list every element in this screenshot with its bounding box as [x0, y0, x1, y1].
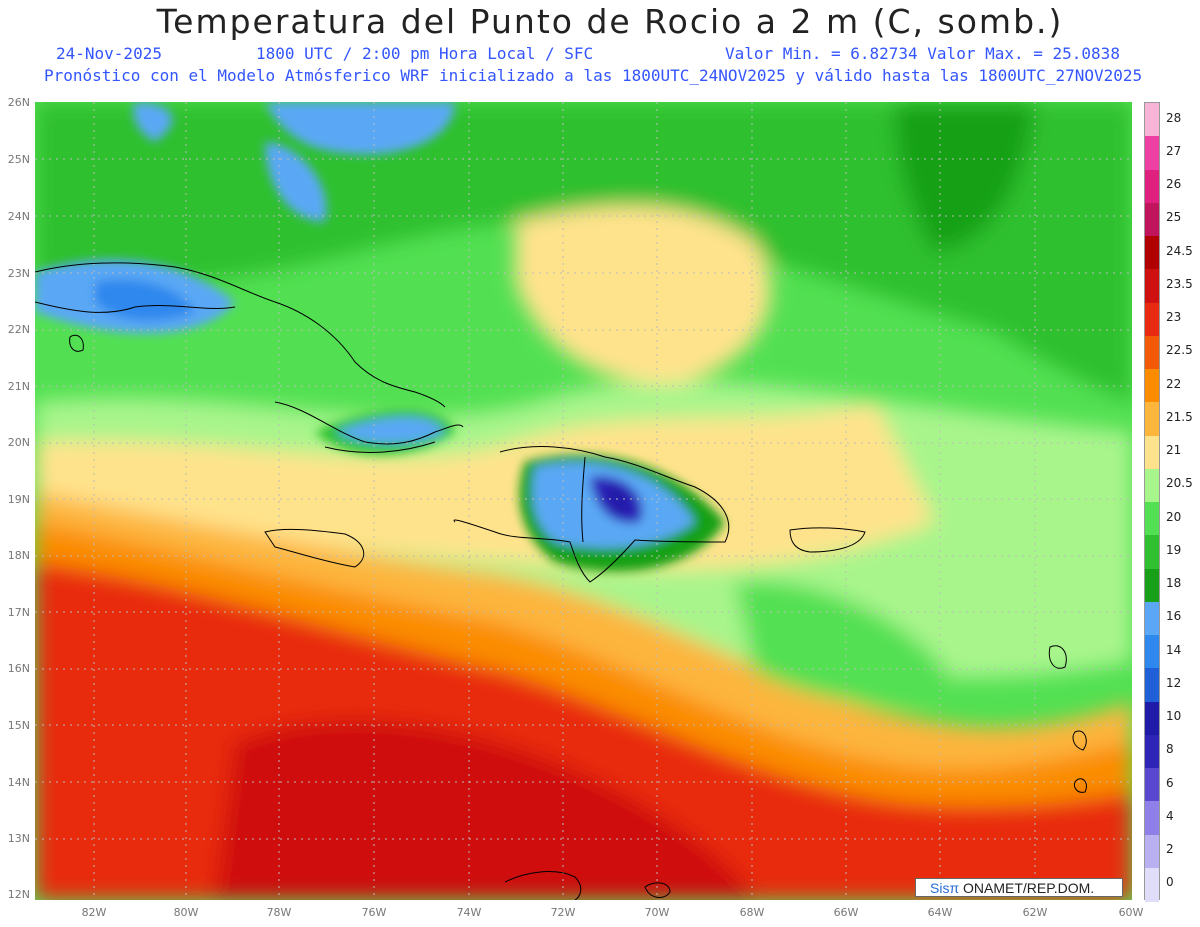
credit-box: Sisπ ONAMET/REP.DOM.: [915, 878, 1123, 897]
colorbar-segment: [1145, 867, 1159, 902]
colorbar-segment: [1145, 169, 1159, 204]
lat-label: 24N: [7, 210, 30, 223]
lon-label: 60W: [1118, 906, 1144, 919]
colorbar-label: 27: [1166, 143, 1182, 158]
lat-label: 21N: [7, 380, 30, 393]
colorbar-label: 25: [1166, 210, 1182, 225]
colorbar-label: 12: [1166, 675, 1182, 690]
min-max-values: Valor Min. = 6.82734 Valor Max. = 25.083…: [725, 44, 1120, 63]
colorbar-segment: [1145, 435, 1159, 470]
colorbar-label: 10: [1166, 709, 1182, 724]
colorbar-label: 21.5: [1166, 409, 1193, 424]
valid-date: 24-Nov-2025: [56, 44, 162, 63]
colorbar-label: 20.5: [1166, 476, 1193, 491]
coastlines: [34, 262, 1087, 901]
colorbar-segment: [1145, 402, 1159, 436]
colorbar-segment: [1145, 535, 1159, 569]
colorbar-label: 19: [1166, 542, 1182, 557]
lat-label: 13N: [7, 832, 30, 845]
colorbar-segment: [1145, 302, 1159, 337]
colorbar-label: 26: [1166, 177, 1182, 192]
lat-label: 26N: [7, 96, 30, 109]
lon-label: 76W: [361, 906, 387, 919]
lat-label: 20N: [7, 436, 30, 449]
colorbar-segment: [1145, 768, 1159, 802]
lon-label: 78W: [266, 906, 292, 919]
dewpoint-map: [34, 102, 1132, 901]
colorbar-segment: [1145, 568, 1159, 603]
lon-label: 62W: [1022, 906, 1048, 919]
forecast-info: Pronóstico con el Modelo Atmósferico WRF…: [44, 66, 1143, 85]
colorbar-segment: [1145, 668, 1159, 702]
lon-label: 82W: [81, 906, 107, 919]
lat-label: 17N: [7, 606, 30, 619]
colorbar-label: 21: [1166, 443, 1182, 458]
colorbar-label: 8: [1166, 742, 1174, 757]
colorbar-segment: [1145, 801, 1159, 835]
colorbar-label: 28: [1166, 110, 1182, 125]
colorbar-segment: [1145, 635, 1159, 669]
lat-label: 25N: [7, 153, 30, 166]
lon-label: 68W: [739, 906, 765, 919]
colorbar-label: 4: [1166, 808, 1174, 823]
lon-label: 80W: [173, 906, 199, 919]
colorbar-segment: [1145, 236, 1159, 270]
colorbar-segment: [1145, 834, 1159, 869]
colorbar-label: 16: [1166, 609, 1182, 624]
map-canvas: [34, 102, 1132, 901]
colorbar-label: 22.5: [1166, 343, 1193, 358]
lat-label: 22N: [7, 323, 30, 336]
colorbar: [1144, 102, 1160, 902]
colorbar-label: 14: [1166, 642, 1182, 657]
colorbar-label: 23.5: [1166, 276, 1193, 291]
colorbar-label: 23: [1166, 310, 1182, 325]
lon-label: 70W: [644, 906, 670, 919]
lat-label: 12N: [7, 888, 30, 901]
colorbar-segment: [1145, 103, 1159, 137]
colorbar-segment: [1145, 136, 1159, 170]
colorbar-segment: [1145, 601, 1159, 636]
graticule: [35, 102, 1132, 900]
colorbar-segment: [1145, 502, 1159, 536]
credit-text: ONAMET/REP.DOM.: [959, 880, 1095, 896]
brand-logo: Sisπ: [930, 880, 960, 896]
colorbar-segment: [1145, 335, 1159, 370]
colorbar-segment: [1145, 468, 1159, 503]
valid-time: 1800 UTC / 2:00 pm Hora Local / SFC: [256, 44, 594, 63]
colorbar-label: 18: [1166, 576, 1182, 591]
lat-label: 19N: [7, 493, 30, 506]
colorbar-label: 20: [1166, 509, 1182, 524]
colorbar-label: 22: [1166, 376, 1182, 391]
lon-label: 66W: [833, 906, 859, 919]
colorbar-segment: [1145, 734, 1159, 769]
lat-label: 23N: [7, 267, 30, 280]
colorbar-segment: [1145, 269, 1159, 303]
lon-label: 74W: [456, 906, 482, 919]
colorbar-label: 6: [1166, 775, 1174, 790]
lat-label: 16N: [7, 662, 30, 675]
colorbar-segment: [1145, 369, 1159, 403]
colorbar-segment: [1145, 202, 1159, 237]
colorbar-label: 0: [1166, 875, 1174, 890]
map-title: Temperatura del Punto de Rocio a 2 m (C,…: [156, 2, 1064, 41]
lon-label: 72W: [550, 906, 576, 919]
colorbar-label: 24.5: [1166, 243, 1193, 258]
lon-label: 64W: [927, 906, 953, 919]
lat-label: 14N: [7, 776, 30, 789]
lat-label: 15N: [7, 719, 30, 732]
colorbar-label: 2: [1166, 842, 1174, 857]
colorbar-segment: [1145, 701, 1159, 736]
lat-label: 18N: [7, 549, 30, 562]
